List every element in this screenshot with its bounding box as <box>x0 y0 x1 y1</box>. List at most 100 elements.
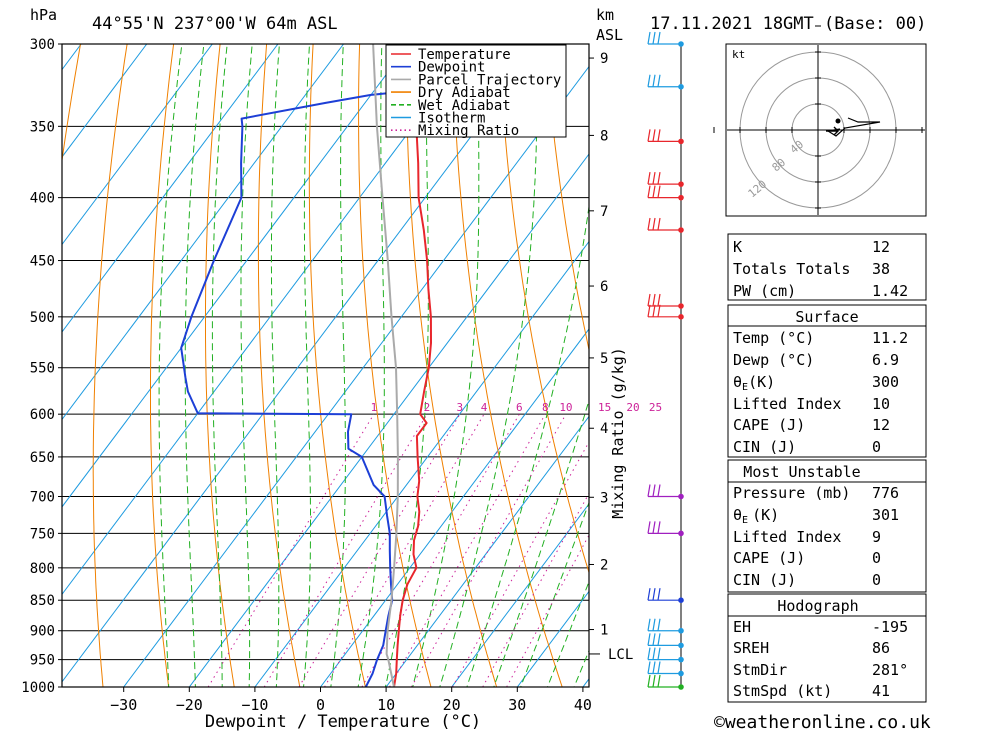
wind-barb-11 <box>648 619 681 631</box>
temp-tick-label--30: −30 <box>110 696 137 714</box>
pressure-label-400: 400 <box>30 191 55 207</box>
mixing-ratio-label-25: 25 <box>649 401 662 414</box>
isobar-lines <box>62 44 589 687</box>
surface-cape-value: 12 <box>872 416 890 434</box>
isotherm--10 <box>255 44 737 687</box>
mu-cape-label: CAPE (J) <box>733 549 805 567</box>
stmdir-label: StmDir <box>733 661 787 679</box>
km-label-3: 3 <box>600 490 608 506</box>
wet-adiabat-4 <box>327 7 345 713</box>
surface-dewp-value: 6.9 <box>872 351 899 369</box>
pressure-label-850: 850 <box>30 593 55 609</box>
k-index-label: K <box>733 238 742 256</box>
wind-barb-6 <box>648 294 681 306</box>
copyright-icon: © <box>714 712 725 733</box>
eh-value: -195 <box>872 618 908 636</box>
surface-title: Surface <box>795 308 858 326</box>
sreh-label: SREH <box>733 639 769 657</box>
temperature-line <box>394 44 431 687</box>
wind-barb-3 <box>648 172 681 184</box>
temp-tick-label-40: 40 <box>574 696 592 714</box>
isotherm--30 <box>124 44 606 687</box>
k-index-value: 12 <box>872 238 890 256</box>
pressure-label-750: 750 <box>30 526 55 542</box>
totals-totals-label: Totals Totals <box>733 260 850 278</box>
km-label-7: 7 <box>600 204 608 220</box>
stmspd-label: StmSpd (kt) <box>733 682 832 700</box>
km-label-5: 5 <box>600 351 608 367</box>
plot-frame <box>62 44 589 687</box>
wind-barb-9 <box>648 521 681 533</box>
mixing-ratio-label-10: 10 <box>559 401 572 414</box>
mu-theta-label: θE(K) <box>733 506 779 526</box>
wind-barb-13 <box>648 648 681 660</box>
km-label-1: 1 <box>600 623 608 639</box>
dry-adiabat-260 <box>206 7 239 713</box>
profile-lines <box>181 44 497 687</box>
dry-adiabat-280 <box>309 7 371 713</box>
mixing-ratio-label-1: 1 <box>371 401 378 414</box>
wet-adiabat--16 <box>185 7 208 713</box>
km-label-8: 8 <box>600 128 608 144</box>
pw-label: PW (cm) <box>733 282 796 300</box>
mixing-ratio-label-4: 4 <box>481 401 488 414</box>
mixing-ratio-line-1 <box>208 414 374 687</box>
mu-li-value: 9 <box>872 528 881 546</box>
pressure-label-800: 800 <box>30 561 55 577</box>
mu-li-label: Lifted Index <box>733 528 841 546</box>
legend-label-6: Mixing Ratio <box>418 123 519 139</box>
location-title: 44°55'N 237°00'W 64m ASL <box>92 14 338 34</box>
sreh-value: 86 <box>872 639 890 657</box>
pressure-unit-label: hPa <box>30 6 57 24</box>
wind-barb-2 <box>648 129 681 141</box>
mu-cape-value: 0 <box>872 549 881 567</box>
mu-pressure-value: 776 <box>872 484 899 502</box>
surface-theta-label: θE(K) <box>733 373 775 393</box>
surface-temp-value: 11.2 <box>872 329 908 347</box>
x-axis-title: Dewpoint / Temperature (°C) <box>205 712 481 732</box>
stmspd-value: 41 <box>872 682 890 700</box>
km-label-4: 4 <box>600 421 608 437</box>
pressure-label-300: 300 <box>30 37 55 53</box>
wind-barb-8 <box>648 485 681 497</box>
dry-adiabat-240 <box>93 7 133 713</box>
wind-barb-14 <box>648 661 681 673</box>
pressure-axis: 3003504004505005506006507007508008509009… <box>21 37 62 696</box>
wind-barb-4 <box>648 186 681 198</box>
dewpoint-line <box>181 44 497 687</box>
mixing-ratio-label-20: 20 <box>626 401 639 414</box>
dry-adiabat-270 <box>258 7 305 713</box>
mixing-ratio-label-6: 6 <box>516 401 523 414</box>
pressure-label-500: 500 <box>30 310 55 326</box>
km-label: km <box>596 6 614 24</box>
surface-li-label: Lifted Index <box>733 395 841 413</box>
surface-cin-label: CIN (J) <box>733 438 796 456</box>
mu-theta-value: 301 <box>872 506 899 524</box>
parcel-trajectory-line <box>373 44 398 687</box>
pressure-label-700: 700 <box>30 490 55 506</box>
wind-barb-15 <box>648 675 681 687</box>
surface-cape-label: CAPE (J) <box>733 416 805 434</box>
mixing-ratio-line-15 <box>453 414 605 687</box>
km-label-6: 6 <box>600 279 608 295</box>
isotherm--50 <box>0 44 475 687</box>
isotherm--40 <box>58 44 540 687</box>
hodograph-unit: kt <box>732 48 745 61</box>
most-unstable-title: Most Unstable <box>743 463 860 481</box>
pressure-label-650: 650 <box>30 450 55 466</box>
mu-pressure-label: Pressure (mb) <box>733 484 850 502</box>
pressure-label-350: 350 <box>30 119 55 135</box>
km-label-2: 2 <box>600 557 608 573</box>
isotherm--100 <box>0 44 147 687</box>
mu-cin-label: CIN (J) <box>733 571 796 589</box>
surface-dewp-label: Dewp (°C) <box>733 351 814 369</box>
mixing-ratio-axis-label: Mixing Ratio (g/kg) <box>609 347 627 519</box>
hodograph-table-title: Hodograph <box>777 597 858 615</box>
footer-credit[interactable]: ©weatheronline.co.uk <box>714 712 931 733</box>
stmdir-value: 281° <box>872 661 908 679</box>
